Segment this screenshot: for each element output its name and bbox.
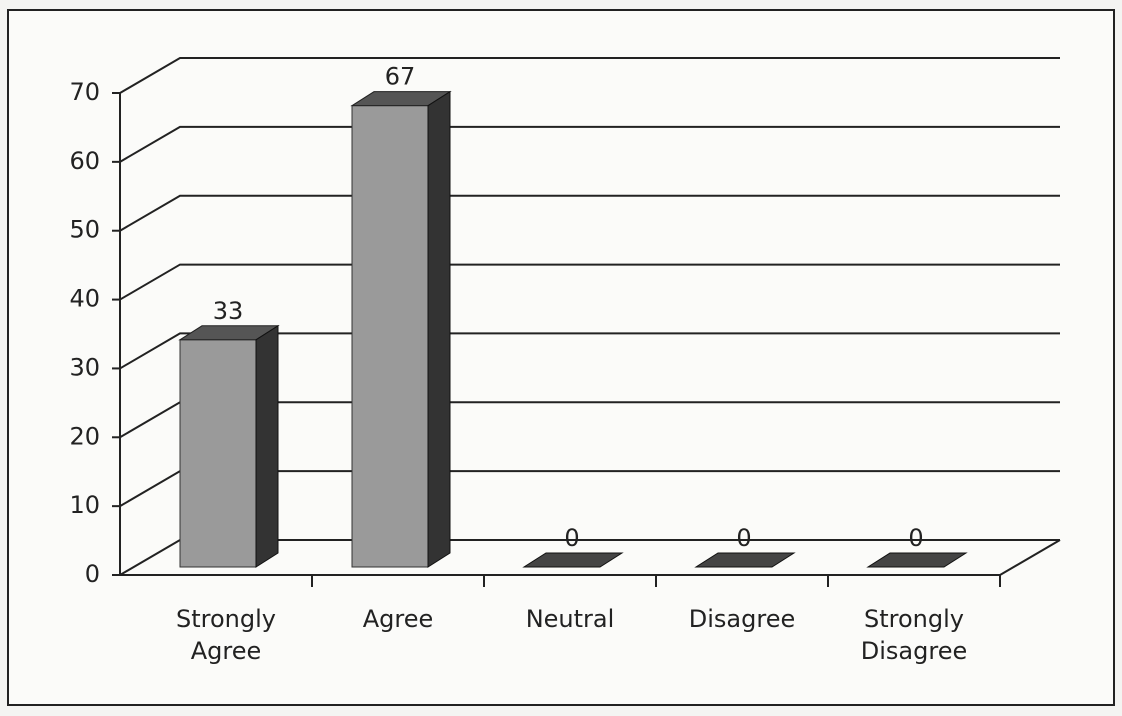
data-label: 0	[736, 524, 751, 552]
bar-floor	[866, 552, 968, 568]
bar-side	[255, 324, 279, 568]
y-tick-label: 40	[69, 285, 100, 313]
grid-line	[119, 194, 1060, 232]
y-tick-label: 0	[85, 560, 100, 588]
bar-floor	[522, 552, 624, 568]
bar-floor	[694, 552, 796, 568]
y-tick-label: 70	[69, 78, 100, 106]
grid-line	[119, 263, 1060, 301]
bar	[866, 552, 968, 568]
grid-line	[119, 332, 1060, 370]
y-tick-label: 50	[69, 216, 100, 244]
bar-side	[427, 90, 451, 568]
x-tick-label: Disagree	[688, 605, 796, 633]
y-tick-label: 60	[69, 147, 100, 175]
x-tick-label: Agree	[362, 605, 434, 633]
x-tick-label: Strongly Disagree	[860, 605, 968, 665]
bar	[694, 552, 796, 568]
y-tick-label: 10	[69, 491, 100, 519]
grid-line	[119, 125, 1060, 163]
y-tick-label: 30	[69, 353, 100, 381]
bar	[522, 552, 624, 568]
frame	[7, 9, 1115, 706]
data-label: 0	[564, 524, 579, 552]
grid-line	[119, 57, 1060, 94]
data-label: 0	[908, 524, 923, 552]
x-tick-label: Neutral	[525, 605, 615, 633]
bar	[178, 324, 280, 568]
x-tick-label: Strongly Agree	[176, 605, 276, 665]
bar-front	[179, 339, 257, 568]
bar-front	[351, 105, 429, 568]
y-tick-label: 20	[69, 422, 100, 450]
bar	[350, 90, 452, 568]
data-label: 67	[385, 63, 416, 91]
data-label: 33	[213, 297, 244, 325]
